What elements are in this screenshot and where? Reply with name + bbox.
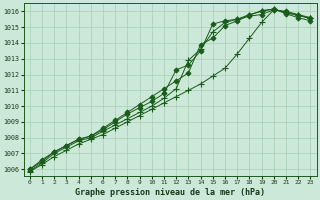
X-axis label: Graphe pression niveau de la mer (hPa): Graphe pression niveau de la mer (hPa) bbox=[75, 188, 265, 197]
